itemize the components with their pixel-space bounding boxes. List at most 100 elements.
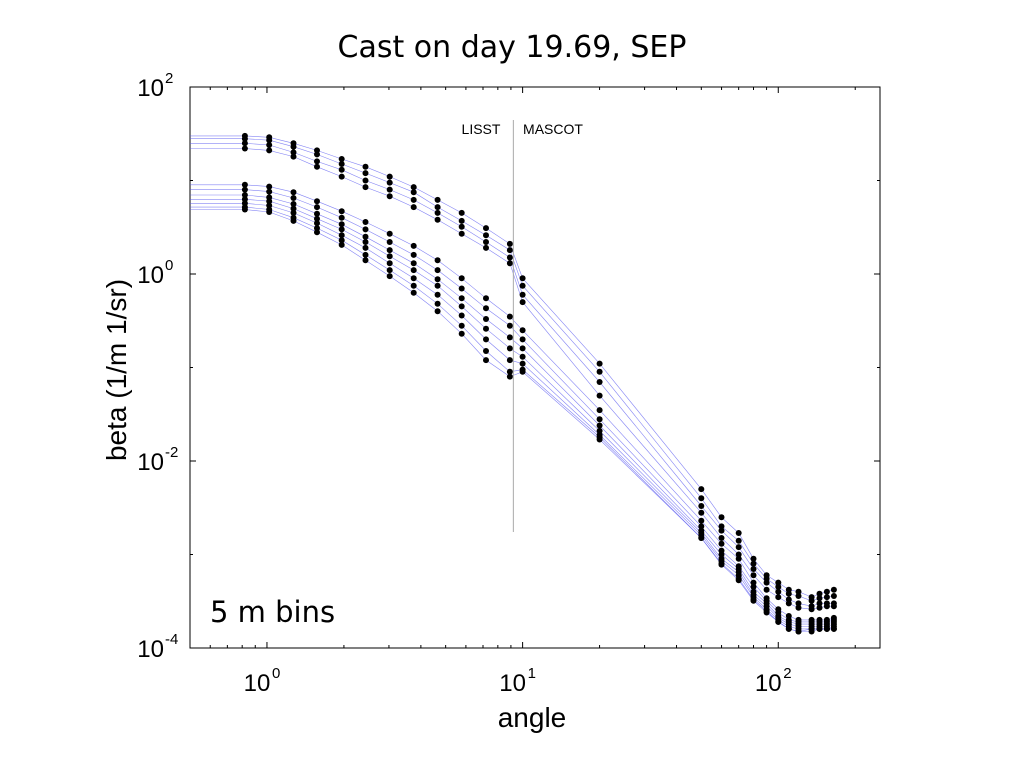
data-point xyxy=(458,312,465,319)
data-point xyxy=(338,232,345,239)
y-tick-label: 10 xyxy=(137,636,164,663)
data-point xyxy=(735,551,742,558)
data-point xyxy=(362,251,369,258)
data-point xyxy=(698,486,705,493)
data-point xyxy=(596,392,603,399)
series-points xyxy=(241,132,837,635)
data-point xyxy=(483,305,489,312)
data-point xyxy=(458,223,465,230)
data-point xyxy=(808,628,815,635)
data-point xyxy=(718,561,725,568)
data-point xyxy=(434,204,441,211)
data-point xyxy=(483,316,489,322)
data-point xyxy=(458,322,465,329)
data-point xyxy=(763,609,770,616)
data-point xyxy=(241,181,248,188)
data-point xyxy=(458,295,465,302)
data-point xyxy=(314,225,320,232)
data-point xyxy=(410,204,417,211)
data-point xyxy=(483,357,489,364)
data-point xyxy=(750,597,757,604)
data-point xyxy=(698,503,705,509)
data-point xyxy=(519,327,526,334)
data-point xyxy=(410,184,417,191)
data-point xyxy=(795,593,802,599)
data-point xyxy=(750,560,757,567)
data-point xyxy=(290,217,297,224)
data-point xyxy=(483,295,489,302)
data-point xyxy=(519,336,526,343)
data-point xyxy=(718,527,725,534)
data-point xyxy=(241,192,248,198)
data-point xyxy=(506,247,513,254)
data-point xyxy=(266,137,273,144)
data-point xyxy=(362,233,369,240)
data-point xyxy=(795,628,802,635)
data-point xyxy=(483,336,489,343)
data-point xyxy=(785,590,792,597)
data-point xyxy=(823,625,830,632)
data-point xyxy=(519,368,526,375)
annotation-bins: 5 m bins xyxy=(210,595,335,629)
data-point xyxy=(750,572,757,579)
data-point xyxy=(314,220,320,227)
data-point xyxy=(386,260,393,267)
data-point xyxy=(785,586,792,593)
data-point xyxy=(506,368,513,375)
data-point xyxy=(410,242,417,249)
data-point xyxy=(506,345,513,352)
data-point xyxy=(808,597,815,604)
data-point xyxy=(338,161,345,167)
data-point xyxy=(483,348,489,354)
data-point xyxy=(386,186,393,193)
data-point xyxy=(266,209,273,215)
data-point xyxy=(519,299,526,306)
data-point xyxy=(314,151,320,158)
data-point xyxy=(338,173,345,180)
data-point xyxy=(386,179,393,186)
data-point xyxy=(763,586,770,593)
data-point xyxy=(266,142,273,148)
data-point xyxy=(506,313,513,320)
data-point xyxy=(290,189,297,196)
data-point xyxy=(506,322,513,329)
data-point xyxy=(816,590,823,597)
x-tick-exponent: 1 xyxy=(528,665,536,682)
data-point xyxy=(698,495,705,502)
data-point xyxy=(483,239,489,245)
data-point xyxy=(506,334,513,341)
data-point xyxy=(735,530,742,536)
data-point xyxy=(718,514,725,521)
data-point xyxy=(314,163,320,170)
data-point xyxy=(386,239,393,245)
data-point xyxy=(506,254,513,261)
data-point xyxy=(698,517,705,524)
data-point xyxy=(816,600,823,607)
data-point xyxy=(750,566,757,572)
data-point xyxy=(816,604,823,611)
data-point xyxy=(338,241,345,248)
data-point xyxy=(830,593,837,599)
data-point xyxy=(290,205,297,212)
data-point xyxy=(314,210,320,217)
data-point xyxy=(483,232,489,239)
data-point xyxy=(338,214,345,221)
data-point xyxy=(596,436,603,443)
data-point xyxy=(386,253,393,260)
data-point xyxy=(410,260,417,267)
data-point xyxy=(596,422,603,429)
data-point xyxy=(362,219,369,225)
data-point xyxy=(596,368,603,375)
data-point xyxy=(519,275,526,282)
data-point xyxy=(830,625,837,632)
data-point xyxy=(596,360,603,367)
data-point xyxy=(410,289,417,296)
data-point xyxy=(506,260,513,267)
data-point xyxy=(816,625,823,632)
data-point xyxy=(735,537,742,544)
data-point xyxy=(410,275,417,282)
data-point xyxy=(314,158,320,165)
tick-labels: 10 0 10 1 10 210 210 010 -210 -4 xyxy=(137,70,791,697)
data-point xyxy=(483,325,489,332)
data-point xyxy=(434,209,441,216)
